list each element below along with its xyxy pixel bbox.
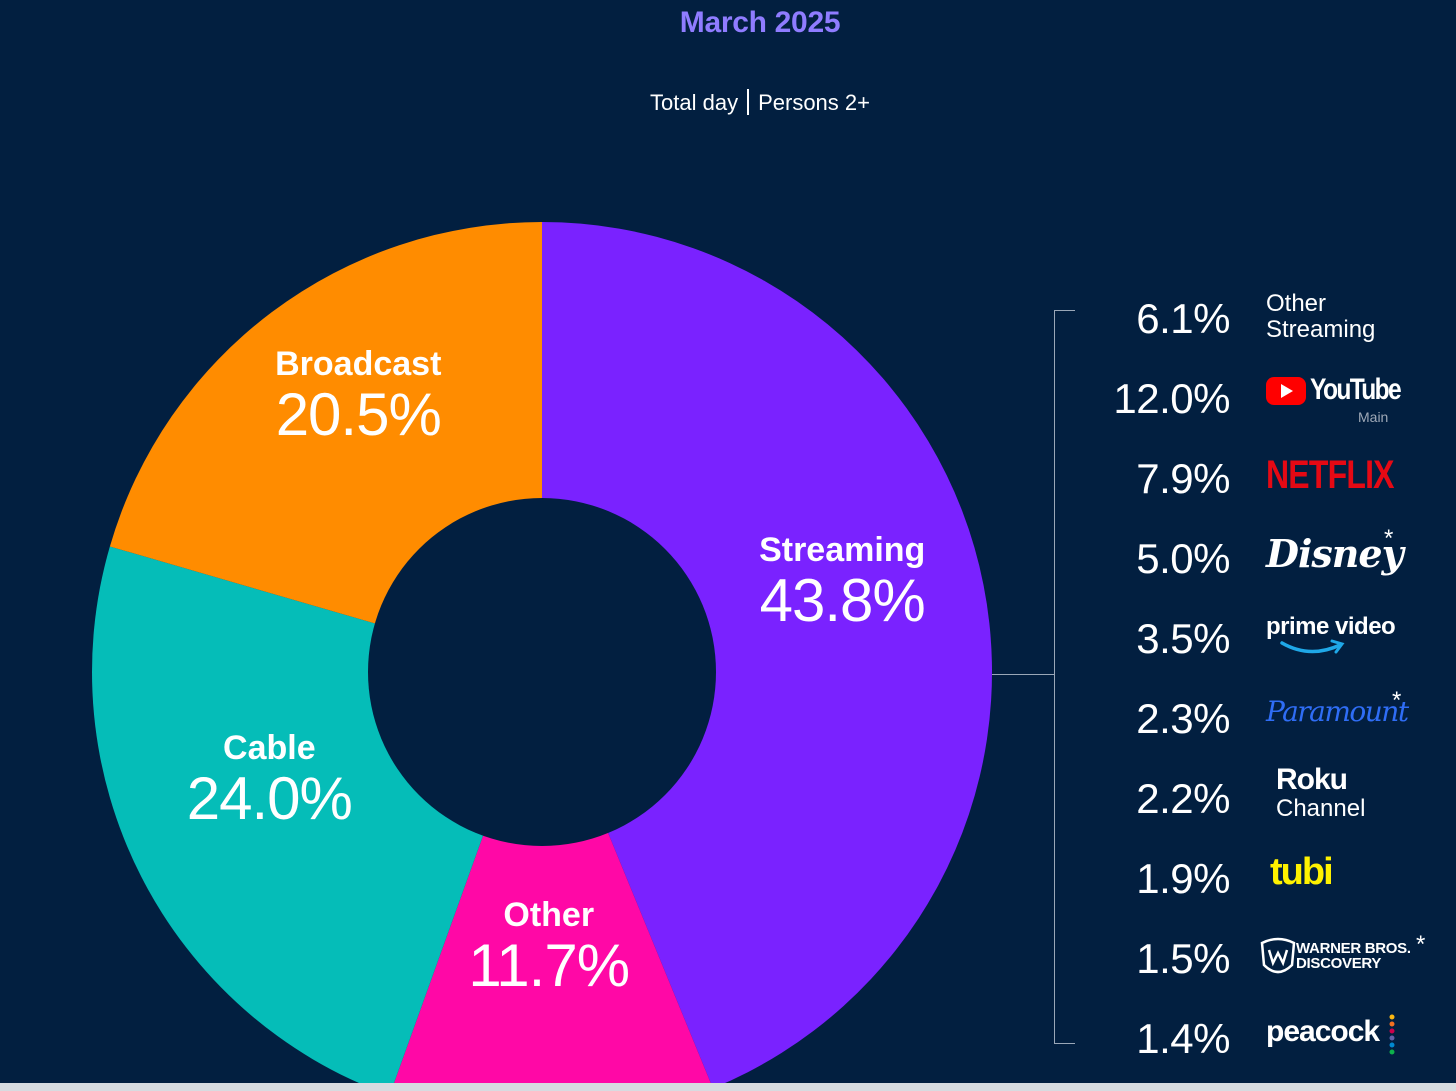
peacock-dots-icon <box>1389 1014 1395 1055</box>
wb-shield-icon <box>1260 937 1296 974</box>
slice-category-label: Cable <box>223 728 316 767</box>
slice-category-label: Broadcast <box>275 345 442 384</box>
subtitle-audience: Persons 2+ <box>758 90 870 115</box>
breakdown-row-roku-channel: 2.2% Roku Channel <box>1080 765 1456 835</box>
breakdown-value: 1.9% <box>1136 855 1230 902</box>
slice-category-label: Streaming <box>759 530 926 569</box>
breakdown-value: 3.5% <box>1136 615 1230 662</box>
slice-label-broadcast: Broadcast 20.5% <box>208 345 508 446</box>
breakdown-row-netflix: 7.9% NETFLIX <box>1080 445 1456 515</box>
slice-value-label: 43.8% <box>759 566 926 634</box>
bottom-scroll-edge <box>0 1083 1456 1091</box>
other-streaming-line1: Other <box>1266 290 1327 317</box>
breakdown-row-disney: 5.0% Disney * <box>1080 525 1456 595</box>
amazon-smile-icon <box>1280 639 1345 654</box>
breakdown-value: 5.0% <box>1136 535 1230 582</box>
breakdown-row-other-streaming: 6.1% Other Streaming <box>1080 285 1456 355</box>
breakdown-row-prime-video: 3.5% prime video <box>1080 605 1456 675</box>
slice-category-label: Other <box>503 895 595 934</box>
slice-value-label: 11.7% <box>468 931 630 999</box>
disney-asterisk: * <box>1384 525 1394 552</box>
peacock-logo: peacock <box>1266 1005 1456 1075</box>
youtube-sublabel: Main <box>1358 409 1389 425</box>
wbd-line2: DISCOVERY <box>1296 955 1382 972</box>
peacock-wordmark: peacock <box>1266 1015 1380 1048</box>
tubi-logo: tubi <box>1266 845 1456 915</box>
breakdown-value: 2.2% <box>1136 775 1230 822</box>
slice-streaming <box>542 222 993 1089</box>
netflix-wordmark: NETFLIX <box>1266 453 1395 497</box>
subtitle-separator <box>747 89 750 115</box>
youtube-play-icon <box>1266 377 1306 405</box>
breakdown-value: 7.9% <box>1136 455 1230 502</box>
wbd-wordmark: WARNER BROS. DISCOVERY <box>1296 941 1411 971</box>
disney-wordmark: Disney <box>1266 531 1404 576</box>
other-streaming-label: Other Streaming <box>1266 285 1456 355</box>
youtube-wordmark: YouTube <box>1310 373 1402 406</box>
breakdown-value: 2.3% <box>1136 695 1230 742</box>
slice-label-other: Other 11.7% <box>399 896 699 997</box>
roku-channel-logo: Roku Channel <box>1266 765 1456 835</box>
disney-logo: Disney * <box>1266 525 1456 595</box>
breakdown-row-warner-bros-discovery: 1.5% WARNER BROS. DISCOVERY * <box>1080 925 1456 995</box>
netflix-logo: NETFLIX <box>1266 445 1456 515</box>
breakdown-row-tubi: 1.9% tubi <box>1080 845 1456 915</box>
breakdown-value: 6.1% <box>1136 295 1230 342</box>
chart-title: March 2025 <box>679 6 841 39</box>
breakdown-row-paramount: 2.3% Paramount * <box>1080 685 1456 755</box>
breakdown-row-youtube: 12.0% YouTube Main <box>1080 365 1456 435</box>
slice-label-cable: Cable 24.0% <box>119 729 419 830</box>
breakdown-value: 1.5% <box>1136 935 1230 982</box>
roku-channel-wordmark: Channel <box>1276 795 1366 822</box>
prime-video-logo: prime video <box>1266 605 1456 675</box>
paramount-asterisk: * <box>1392 687 1402 714</box>
chart-subtitle: Total day Persons 2+ <box>0 89 1456 116</box>
roku-wordmark: Roku <box>1276 763 1348 796</box>
tubi-wordmark: tubi <box>1270 851 1334 893</box>
warner-bros-discovery-logo: WARNER BROS. DISCOVERY * <box>1260 925 1456 995</box>
breakdown-value: 1.4% <box>1136 1015 1230 1062</box>
breakdown-row-peacock: 1.4% peacock <box>1080 1005 1456 1075</box>
paramount-logo: Paramount * <box>1266 685 1456 755</box>
youtube-logo: YouTube Main <box>1266 365 1456 435</box>
paramount-wordmark: Paramount <box>1266 695 1409 728</box>
breakdown-value: 12.0% <box>1113 375 1230 422</box>
slice-label-streaming: Streaming 43.8% <box>692 531 992 632</box>
donut-hole <box>368 498 716 846</box>
slice-value-label: 24.0% <box>186 764 353 832</box>
prime-video-wordmark: prime video <box>1266 613 1396 640</box>
wbd-line1: WARNER BROS. <box>1296 940 1411 957</box>
wbd-asterisk: * <box>1416 931 1426 958</box>
slice-other <box>391 672 713 1091</box>
other-streaming-line2: Streaming <box>1266 316 1376 343</box>
breakdown-bracket <box>1054 310 1075 1044</box>
slice-value-label: 20.5% <box>275 381 442 449</box>
breakdown-connector-line <box>992 674 1054 675</box>
subtitle-daypart: Total day <box>650 90 739 115</box>
